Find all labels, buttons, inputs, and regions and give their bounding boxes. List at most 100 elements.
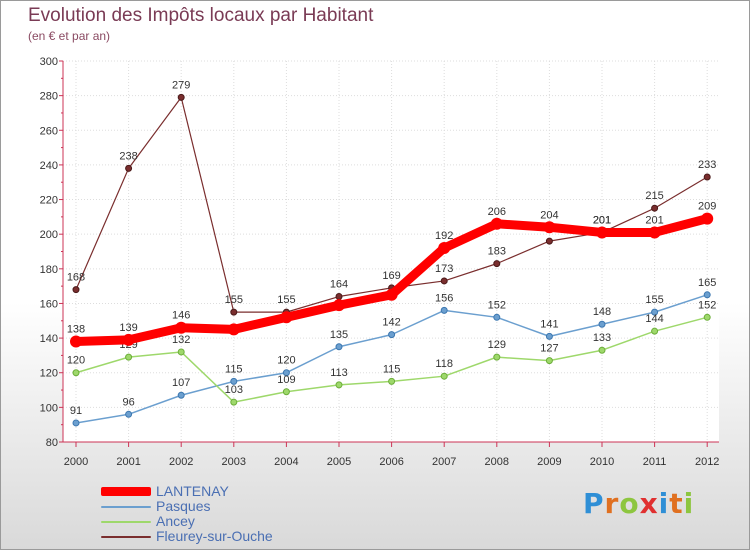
proxiti-logo: Proxiti (583, 487, 694, 520)
data-point-fleurey-sur-ouche (125, 164, 133, 172)
data-label-fleurey-sur-ouche: 215 (645, 190, 663, 202)
data-label-pasques: 155 (645, 294, 663, 306)
data-label-fleurey-sur-ouche: 279 (172, 79, 190, 91)
data-point-fleurey-sur-ouche (651, 204, 659, 212)
data-point-lantenay (122, 333, 135, 346)
y-tick-label-100: 100 (40, 402, 58, 414)
data-point-lantenay (596, 226, 608, 239)
logo-letter: i (658, 487, 670, 520)
plot-area (63, 61, 719, 442)
data-label-ancey: 113 (330, 367, 348, 379)
data-point-ancey (703, 313, 711, 321)
data-point-pasques (703, 291, 711, 299)
data-label-ancey: 127 (540, 343, 558, 355)
data-label-lantenay: 138 (67, 324, 85, 336)
x-tick-label-2011: 2011 (643, 456, 667, 468)
data-point-ancey (177, 348, 185, 356)
data-label-fleurey-sur-ouche: 155 (277, 294, 295, 306)
logo-letter: r (604, 487, 620, 520)
data-point-fleurey-sur-ouche (177, 93, 185, 101)
data-point-lantenay (70, 335, 82, 348)
data-point-fleurey-sur-ouche (335, 293, 343, 301)
x-tick-label-2008: 2008 (485, 456, 509, 468)
data-point-ancey (230, 398, 238, 406)
data-point-lantenay (438, 242, 451, 255)
data-point-lantenay (648, 226, 661, 239)
data-point-ancey (440, 372, 448, 380)
data-point-pasques (282, 369, 290, 377)
data-label-fleurey-sur-ouche: 201 (593, 214, 611, 226)
data-point-pasques (545, 332, 553, 340)
logo-letter: i (683, 487, 695, 520)
data-label-fleurey-sur-ouche: 238 (119, 150, 137, 162)
data-point-fleurey-sur-ouche (440, 277, 448, 285)
data-point-lantenay (490, 217, 503, 230)
logo-letter: o (619, 487, 640, 520)
x-tick-label-2000: 2000 (64, 456, 88, 468)
x-tick-label-2004: 2004 (274, 456, 298, 468)
data-label-pasques: 156 (435, 292, 453, 304)
y-tick-label-300: 300 (40, 56, 58, 68)
chart-title: Evolution des Impôts locaux par Habitant (28, 5, 374, 26)
data-label-fleurey-sur-ouche: 169 (382, 270, 400, 282)
data-point-ancey (651, 327, 659, 335)
data-point-fleurey-sur-ouche (703, 173, 711, 181)
data-label-ancey: 115 (383, 363, 401, 375)
y-tick-label-200: 200 (40, 229, 58, 241)
data-point-fleurey-sur-ouche (493, 260, 501, 268)
y-tick-label-260: 260 (40, 125, 58, 137)
legend-swatch-ancey (101, 521, 151, 523)
data-label-fleurey-sur-ouche: 164 (330, 279, 348, 291)
data-point-lantenay (280, 311, 293, 324)
y-tick-label-280: 280 (40, 91, 58, 103)
data-label-pasques: 107 (172, 377, 190, 389)
data-label-pasques: 91 (70, 405, 82, 417)
data-point-ancey (598, 346, 606, 354)
data-label-pasques: 141 (540, 318, 558, 330)
x-tick-label-2007: 2007 (432, 456, 456, 468)
data-point-lantenay (385, 288, 398, 301)
logo-letter: t (669, 487, 684, 520)
x-tick-label-2002: 2002 (169, 456, 193, 468)
data-label-lantenay: 201 (593, 214, 611, 226)
x-tick-label-2005: 2005 (327, 456, 351, 468)
x-tick-label-2009: 2009 (537, 456, 561, 468)
data-point-ancey (125, 353, 133, 361)
data-label-pasques: 135 (330, 329, 348, 341)
data-label-lantenay: 146 (172, 310, 190, 322)
y-tick-label-160: 160 (40, 298, 58, 310)
x-tick-label-2012: 2012 (695, 456, 719, 468)
data-point-lantenay (701, 212, 714, 225)
data-label-lantenay: 139 (119, 322, 137, 334)
data-label-fleurey-sur-ouche: 173 (435, 263, 453, 275)
data-point-pasques (72, 419, 80, 427)
x-tick-label-2003: 2003 (222, 456, 246, 468)
legend-label-pasques: Pasques (156, 498, 211, 514)
y-tick-label-180: 180 (40, 264, 58, 276)
data-point-pasques (493, 313, 501, 321)
data-label-lantenay: 192 (435, 230, 453, 242)
legend-label-fleurey: Fleurey-sur-Ouche (156, 528, 273, 544)
legend-swatch-pasques (101, 506, 151, 508)
data-point-pasques (335, 343, 343, 351)
data-point-ancey (72, 369, 80, 377)
legend-label-ancey: Ancey (156, 513, 195, 529)
data-label-pasques: 152 (488, 299, 506, 311)
data-label-lantenay: 206 (488, 206, 506, 218)
x-tick-label-2001: 2001 (116, 456, 140, 468)
data-point-lantenay (175, 321, 188, 334)
data-point-ancey (335, 381, 343, 389)
data-point-ancey (388, 377, 396, 385)
data-label-fleurey-sur-ouche: 155 (225, 294, 243, 306)
data-point-pasques (177, 391, 185, 399)
data-label-pasques: 148 (593, 306, 611, 318)
y-tick-label-240: 240 (40, 160, 58, 172)
legend-swatch-lantenay (101, 487, 151, 496)
data-point-lantenay (227, 323, 240, 336)
data-label-ancey: 144 (645, 313, 663, 325)
data-label-fleurey-sur-ouche: 233 (698, 159, 716, 171)
data-point-ancey (282, 388, 290, 396)
data-label-ancey: 129 (488, 339, 506, 351)
y-tick-label-80: 80 (46, 437, 58, 449)
